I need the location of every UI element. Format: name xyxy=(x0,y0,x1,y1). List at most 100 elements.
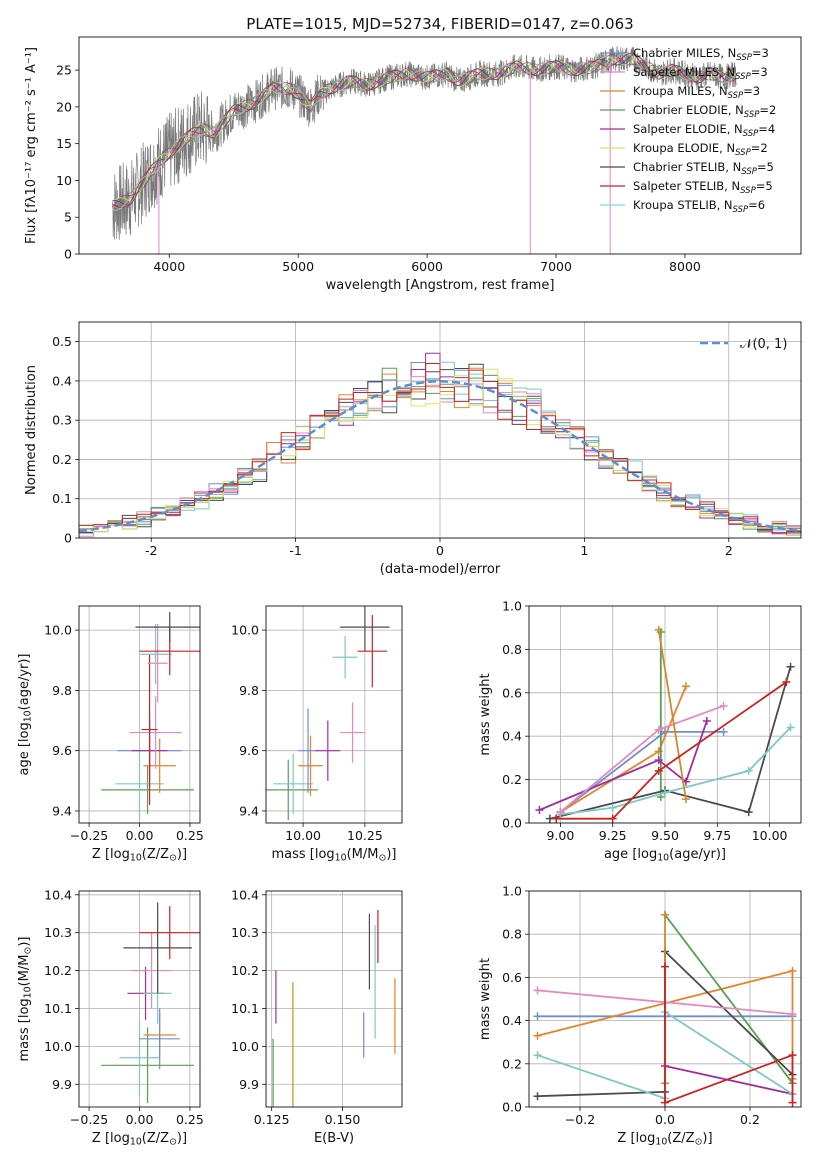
x-axis-label: Z [log10(Z/Z⊙)] xyxy=(617,1131,712,1148)
y-axis-label: age [log10(age/yr)] xyxy=(17,653,34,775)
weight-series xyxy=(661,962,797,1107)
x-axis-label: Z [log10(Z/Z⊙)] xyxy=(92,1131,187,1148)
plot-area-weight_vs_Z xyxy=(529,891,801,1107)
errorbar-point xyxy=(119,1019,160,1096)
weight-marker xyxy=(719,701,728,710)
x-axis-label: mass [log10(M/M⊙)] xyxy=(271,847,396,864)
weight-line xyxy=(560,726,792,816)
errorbar-point xyxy=(298,735,323,796)
axes-spectrum: 4000 5000 6000 7000 8000 0 5 10 15 20 25 wavelength… xyxy=(24,36,802,293)
axes-mass_vs_ebv: 0.125 0.150 9.9 10.0 10.1 10.2 10.3 10.4 E(B-V) xyxy=(231,887,403,1146)
weight-series xyxy=(654,625,690,804)
spectrum-legend: Chabrier MILES, NSSP=3 Salpeter MILES, NS… xyxy=(600,46,776,215)
axes-frame xyxy=(78,36,802,255)
x-tick-label: 6000 xyxy=(411,259,443,274)
weight-marker xyxy=(654,625,663,634)
weight-line xyxy=(657,629,687,800)
y-tick-label: 0.8 xyxy=(502,927,522,942)
x-axis-label: E(B-V) xyxy=(314,1131,354,1146)
y-tick-label: 0.0 xyxy=(502,1100,522,1115)
y-tick-label: 0.3 xyxy=(52,413,72,428)
y-tick-label: 0 xyxy=(64,247,72,262)
x-tick-label: -2 xyxy=(145,543,157,558)
weight-series xyxy=(552,677,791,823)
legend-entry: Kroupa ELODIE, NSSP=2 xyxy=(633,141,768,158)
weight-marker xyxy=(654,725,663,734)
y-tick-label: 10.0 xyxy=(231,623,259,638)
weight-marker xyxy=(533,1012,542,1021)
axes-frame xyxy=(265,605,403,824)
weight-marker xyxy=(788,1051,797,1060)
errorbar-point xyxy=(115,747,164,820)
legend-entry: Salpeter STELIB, NSSP=5 xyxy=(633,179,773,196)
x-tick-label: 1 xyxy=(580,543,588,558)
y-tick-label: 9.4 xyxy=(52,803,72,818)
errorbar-point xyxy=(340,702,365,763)
axes-frame xyxy=(78,605,201,824)
plot-area-residuals xyxy=(79,322,801,538)
plot-area-mass_vs_ebv xyxy=(266,891,402,1107)
x-tick-label: 4000 xyxy=(153,259,185,274)
y-axis-label: mass [log10(M/M⊙)] xyxy=(17,936,34,1061)
errorbar-point xyxy=(139,1008,180,1070)
axes-frame xyxy=(528,890,802,1108)
x-axis-label: (data-model)/error xyxy=(380,562,501,577)
legend-entry: 𝒩(0, 1) xyxy=(740,337,787,352)
weight-series xyxy=(556,701,728,817)
x-tick-label: 0 xyxy=(436,543,444,558)
y-tick-label: 10.1 xyxy=(231,1001,259,1016)
y-tick-label: 9.9 xyxy=(239,1077,259,1092)
y-tick-label: 9.8 xyxy=(52,683,72,698)
y-tick-label: 9.4 xyxy=(239,803,259,818)
y-tick-label: 0.2 xyxy=(502,772,522,787)
weight-marker xyxy=(702,717,711,726)
model-spectrum-line xyxy=(112,53,737,206)
axes-age_vs_Z: −0.25 0.00 0.25 9.4 9.6 9.8 10.0 Z [log10(Z/Z⊙)… xyxy=(17,605,204,864)
x-tick-label: 10.25 xyxy=(347,828,383,843)
x-tick-label: -1 xyxy=(289,543,301,558)
weight-marker xyxy=(681,795,690,804)
y-tick-label: 10.3 xyxy=(44,925,72,940)
axes-weight_vs_Z: −0.2 0.0 0.2 0.0 0.2 0.4 0.6 0.8 1.0 Z [log10(Z/Z… xyxy=(478,884,802,1148)
errorbar-point xyxy=(131,932,172,1009)
legend-entry: Kroupa STELIB, NSSP=6 xyxy=(633,198,765,215)
errorbar-point xyxy=(143,738,176,793)
axes-residuals: -2 -1 0 1 2 0 0.1 0.2 0.3 0.4 0.5 (data-model)/erro… xyxy=(24,321,802,577)
weight-marker xyxy=(608,803,617,812)
weight-marker xyxy=(786,723,795,732)
y-tick-label: 10.0 xyxy=(44,623,72,638)
axes-frame xyxy=(265,890,403,1108)
errorbar-point xyxy=(101,765,194,814)
errorbar-point xyxy=(101,1027,194,1104)
model-spectrum-line xyxy=(112,52,737,209)
weight-marker xyxy=(535,805,544,814)
x-tick-label: 0.125 xyxy=(254,1112,290,1127)
y-tick-label: 1.0 xyxy=(502,599,522,614)
y-tick-label: 0.4 xyxy=(52,373,72,388)
x-tick-label: 9.00 xyxy=(546,828,574,843)
residual-legend: 𝒩(0, 1) xyxy=(700,337,787,352)
y-tick-label: 10.4 xyxy=(44,887,72,902)
errorbar-point xyxy=(273,753,313,814)
weight-marker xyxy=(552,814,561,823)
errorbar-point xyxy=(332,636,358,679)
axes-age_vs_mass: 10.00 10.25 9.4 9.6 9.8 10.0 mass [log10(M/M⊙)… xyxy=(231,605,403,864)
plot-area-spectrum xyxy=(112,46,737,254)
weight-marker xyxy=(654,756,663,765)
x-tick-label: 8000 xyxy=(669,259,701,274)
y-tick-label: 9.8 xyxy=(239,683,259,698)
weight-marker xyxy=(556,808,565,817)
y-tick-label: 0 xyxy=(64,531,72,546)
weight-marker xyxy=(533,1031,542,1040)
errorbar-point xyxy=(123,902,192,994)
y-tick-label: 0.8 xyxy=(502,642,522,657)
y-tick-label: 0.6 xyxy=(502,970,522,985)
weight-marker xyxy=(661,1098,669,1107)
errorbar-point xyxy=(298,708,318,793)
x-axis-label: wavelength [Angstrom, rest frame] xyxy=(326,278,555,293)
x-tick-label: 10.00 xyxy=(285,828,321,843)
weight-marker xyxy=(533,986,542,995)
axes-mass_vs_Z: −0.25 0.00 0.25 9.9 10.0 10.1 10.2 10.3 10.4 Z [l… xyxy=(17,887,204,1147)
legend-entry: Chabrier STELIB, NSSP=5 xyxy=(633,160,774,177)
y-tick-label: 20 xyxy=(56,99,72,114)
